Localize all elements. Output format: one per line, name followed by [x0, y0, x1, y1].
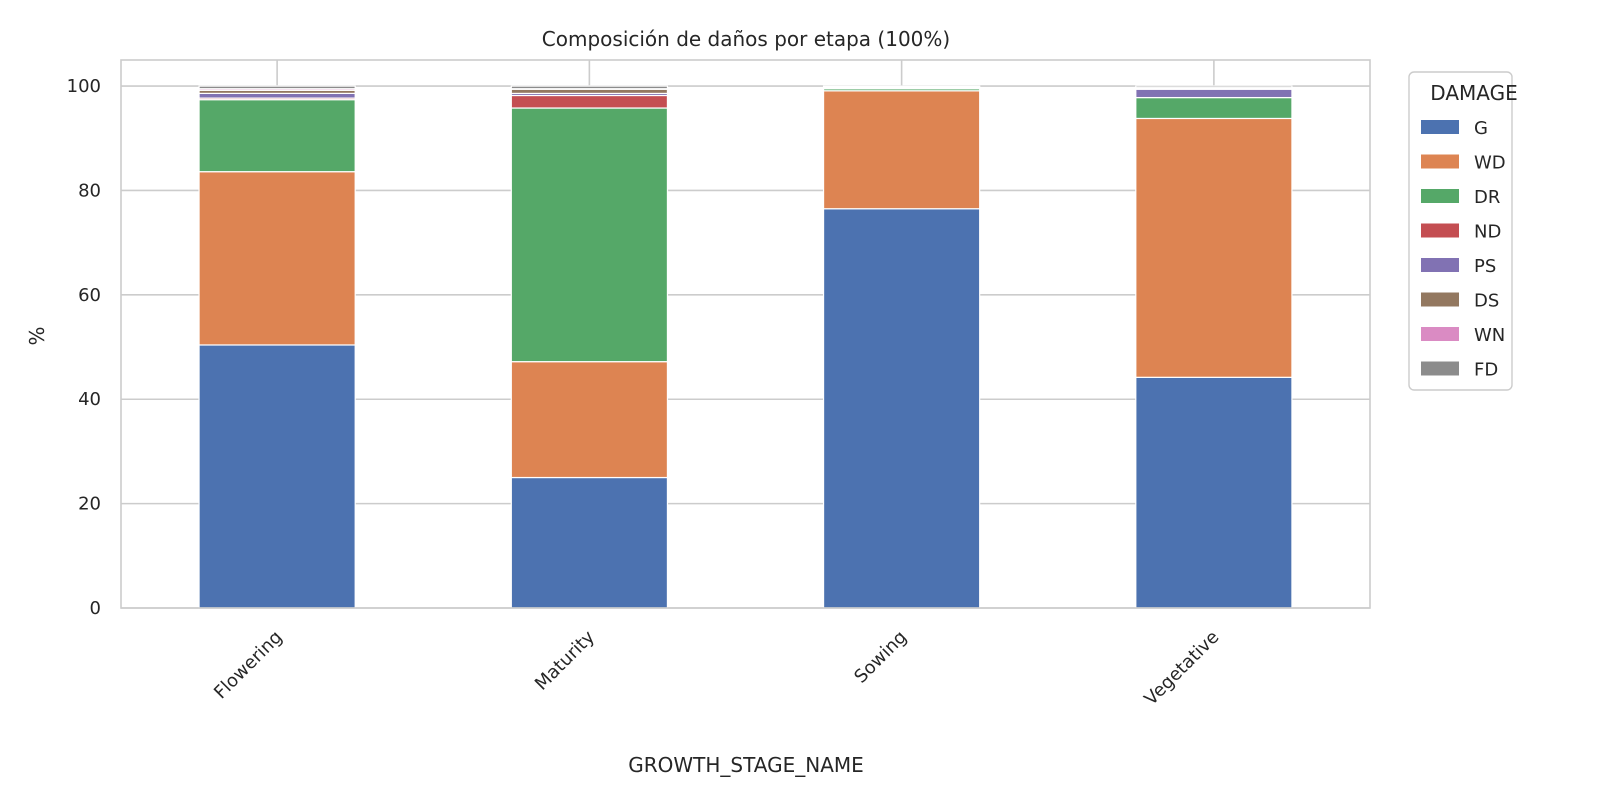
bar-segment-maturity-nd	[510, 94, 669, 109]
y-axis-title: %	[25, 326, 49, 345]
y-tick-label: 100	[67, 76, 101, 97]
legend-label-wn: WN	[1474, 325, 1505, 346]
legend-label-ps: PS	[1474, 256, 1496, 277]
legend-label-wd: WD	[1474, 153, 1506, 174]
legend-label-g: G	[1474, 118, 1488, 139]
bar-segment-vegetative-fd	[1135, 85, 1293, 89]
x-axis-ticks: Flowering Maturity Sowing Vegetative	[210, 626, 1223, 709]
bar-segment-flowering-wd	[198, 171, 356, 346]
y-tick-label: 0	[90, 598, 101, 619]
legend-items: G WD DR ND PS DS WN FD	[1421, 118, 1506, 381]
bar-segment-vegetative-dr	[1135, 96, 1293, 120]
bar-segment-sowing-g	[822, 208, 981, 609]
bar-segment-maturity-g	[510, 476, 669, 609]
bar-segment-maturity-fd	[510, 85, 669, 90]
legend-label-dr: DR	[1474, 187, 1500, 208]
legend-swatch-nd	[1421, 223, 1459, 238]
legend-label-ds: DS	[1474, 291, 1499, 312]
x-tick-label: Maturity	[531, 626, 599, 694]
legend-swatch-ps	[1421, 258, 1459, 272]
x-tick-label: Sowing	[850, 627, 911, 688]
legend-label-fd: FD	[1474, 360, 1498, 381]
bar-segment-vegetative-wd	[1135, 117, 1293, 378]
bar-segment-flowering-fd	[198, 85, 356, 90]
bar-segment-vegetative-g	[1135, 376, 1293, 609]
bar-segment-flowering-dr	[198, 99, 356, 173]
y-axis-ticks: 0 20 40 60 80 100	[67, 76, 101, 619]
y-tick-label: 20	[78, 494, 101, 515]
chart-title: Composición de daños por etapa (100%)	[542, 27, 950, 51]
legend-title: DAMAGE	[1430, 81, 1517, 105]
bar-segment-sowing-wd	[822, 90, 981, 210]
legend-swatch-fd	[1421, 361, 1459, 376]
y-tick-label: 40	[78, 389, 101, 410]
legend-swatch-dr	[1421, 189, 1459, 203]
bars	[198, 85, 1293, 609]
legend-swatch-wn	[1421, 327, 1459, 341]
legend-label-nd: ND	[1474, 222, 1501, 243]
bar-segment-flowering-g	[198, 344, 356, 609]
legend: DAMAGE G WD DR ND PS DS WN FD	[1408, 71, 1518, 391]
x-tick-label: Vegetative	[1140, 627, 1223, 710]
y-tick-label: 60	[78, 285, 101, 306]
bar-segment-maturity-dr	[510, 107, 669, 363]
bar-segment-sowing-fd	[822, 85, 981, 88]
legend-swatch-wd	[1421, 154, 1459, 169]
legend-box	[1408, 71, 1513, 391]
bar-segment-maturity-ds	[510, 88, 669, 95]
plot-frame	[120, 59, 1371, 609]
y-tick-label: 80	[78, 180, 101, 201]
legend-swatch-g	[1421, 120, 1459, 134]
bar-segment-maturity-wd	[510, 361, 669, 479]
x-axis-title: GROWTH_STAGE_NAME	[628, 753, 864, 777]
x-tick-label: Flowering	[210, 627, 287, 704]
legend-swatch-ds	[1421, 292, 1459, 307]
bar-segment-flowering-ps	[198, 92, 356, 99]
bar-segment-vegetative-ps	[1135, 88, 1293, 99]
